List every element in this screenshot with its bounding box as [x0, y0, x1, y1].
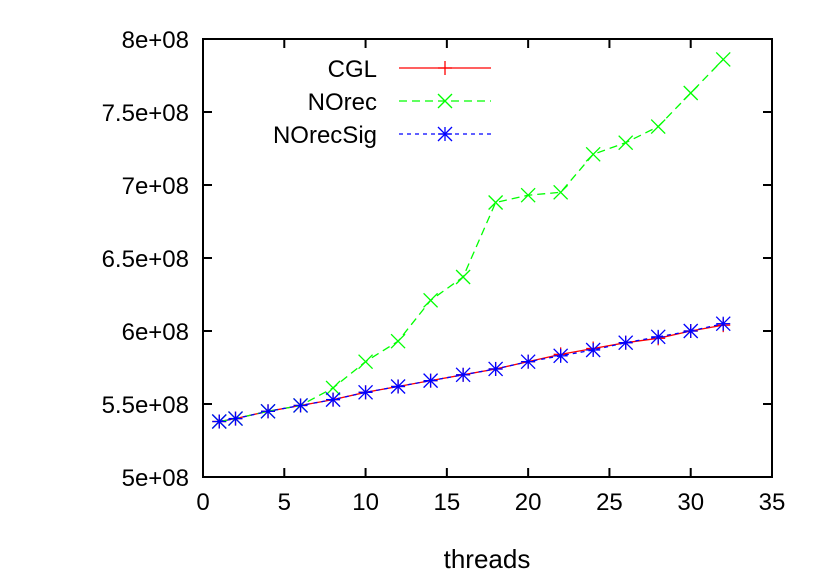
marker-stroke	[618, 335, 634, 351]
data-point-norecsig	[488, 361, 504, 377]
marker-stroke	[585, 146, 601, 162]
marker-stroke	[293, 398, 309, 413]
x-tick-label: 20	[515, 489, 542, 516]
data-point-norec	[325, 380, 341, 396]
y-tick-label: 5e+08	[122, 465, 189, 492]
data-point-norecsig	[585, 342, 601, 358]
plot-frame	[202, 38, 773, 478]
data-point-norec	[390, 333, 406, 349]
series-line-norec	[219, 58, 724, 423]
data-point-norecsig	[423, 373, 439, 389]
data-point-norecsig	[358, 384, 374, 400]
marker-stroke	[358, 354, 374, 370]
marker-stroke	[455, 367, 471, 383]
marker-stroke	[520, 354, 536, 370]
x-tick-label: 15	[434, 489, 461, 516]
marker-stroke	[260, 403, 276, 419]
data-point-norec	[455, 269, 471, 285]
data-point-norecsig	[260, 403, 276, 419]
marker-stroke	[228, 411, 243, 427]
data-point-norecsig	[228, 411, 243, 427]
y-tick-label: 7e+08	[122, 173, 189, 200]
data-point-norecsig	[455, 367, 471, 383]
marker-stroke	[325, 392, 341, 408]
legend-marker-norecsig	[437, 126, 453, 142]
y-tick-label: 6e+08	[122, 319, 189, 346]
legend-marker-norec	[437, 93, 453, 109]
marker-stroke	[390, 379, 406, 394]
marker-stroke	[455, 269, 471, 285]
marker-stroke	[618, 135, 634, 151]
marker-stroke	[553, 184, 569, 200]
marker-stroke	[488, 195, 504, 210]
data-point-norec	[423, 292, 439, 308]
marker-stroke	[650, 119, 666, 135]
marker-stroke	[437, 126, 453, 142]
marker-stroke	[325, 380, 341, 396]
data-point-norec	[358, 354, 374, 370]
marker-stroke	[585, 342, 601, 358]
marker-stroke	[488, 361, 504, 377]
x-tick-label: 35	[759, 489, 786, 516]
marker-stroke	[715, 316, 731, 332]
marker-stroke	[650, 329, 666, 345]
data-point-norecsig	[520, 354, 536, 370]
data-point-norecsig	[683, 323, 699, 339]
marker-stroke	[520, 187, 536, 203]
legend-label-norec: NOrec	[308, 89, 377, 116]
marker-stroke	[683, 85, 699, 101]
marker-stroke	[390, 333, 406, 349]
x-axis-label: threads	[444, 544, 531, 574]
marker-stroke	[683, 323, 699, 339]
marker-stroke	[211, 414, 227, 429]
data-point-norecsig	[293, 398, 309, 413]
marker-stroke	[437, 93, 453, 109]
data-point-norecsig	[325, 392, 341, 408]
y-tick-label: 5.5e+08	[102, 392, 189, 419]
marker-stroke	[358, 384, 374, 400]
data-point-norecsig	[390, 379, 406, 394]
data-point-norecsig	[650, 329, 666, 345]
marker-stroke	[423, 373, 439, 389]
data-point-norecsig	[553, 348, 569, 364]
legend-label-cgl: CGL	[328, 56, 377, 83]
x-tick-label: 25	[596, 489, 623, 516]
data-point-norec	[553, 184, 569, 200]
y-tick-label: 8e+08	[122, 27, 189, 54]
x-tick-label: 10	[352, 489, 379, 516]
legend-label-norecsig: NOrecSig	[273, 122, 377, 149]
data-point-norec	[618, 135, 634, 151]
data-point-norecsig	[715, 316, 731, 332]
data-point-norec	[650, 119, 666, 135]
data-point-norec	[585, 146, 601, 162]
x-tick-label: 5	[278, 489, 291, 516]
data-point-norec	[683, 85, 699, 101]
x-tick-label: 0	[196, 489, 209, 516]
y-tick-label: 6.5e+08	[102, 246, 189, 273]
marker-stroke	[423, 292, 439, 308]
data-point-norec	[520, 187, 536, 203]
marker-stroke	[715, 51, 731, 67]
x-tick-label: 30	[677, 489, 704, 516]
data-point-norecsig	[618, 335, 634, 351]
legend-marker-cgl	[438, 61, 452, 75]
data-point-norec	[488, 195, 504, 210]
data-point-norecsig	[211, 414, 227, 429]
y-tick-label: 7.5e+08	[102, 100, 189, 127]
marker-stroke	[553, 348, 569, 364]
data-point-norec	[715, 51, 731, 67]
